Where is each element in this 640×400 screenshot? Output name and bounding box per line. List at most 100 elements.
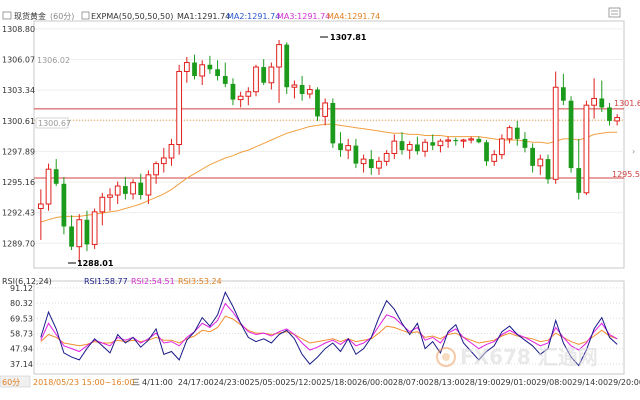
annotations: 1307.81 1288.01 1306.02 1300.67 1301.67 … (35, 33, 640, 268)
candle-body-down (514, 127, 520, 139)
x-tick-label: 4/11:00 (142, 378, 173, 387)
candle-body-down (122, 186, 128, 194)
candle-body-down (568, 100, 574, 169)
candle-body-up (245, 91, 252, 97)
rsi-y-tick-label: 58.73 (10, 330, 33, 339)
candle-body-down (84, 219, 90, 245)
y-tick-label: 1295.16 (2, 178, 35, 187)
ema-line (40, 123, 618, 223)
candle-body-down (230, 83, 236, 100)
indicator-label: EXPMA(50,50,50,50) (91, 12, 173, 21)
candle-body-up (406, 144, 413, 151)
candle-body-up (322, 102, 329, 117)
candle-body-up (383, 152, 390, 162)
candle-body-down (607, 107, 612, 121)
candle-body-down (284, 44, 290, 88)
candle-body-down (484, 142, 489, 162)
price-levels (34, 108, 624, 179)
rsi-lines (40, 291, 618, 367)
ma3-value: MA3:1291.74 (277, 12, 330, 21)
rsi3-value: RSI3:53.24 (178, 277, 222, 286)
candle-body-up (445, 139, 451, 142)
candle-body-up (591, 97, 597, 106)
x-tick-label: 29/20:00 (608, 378, 640, 387)
x-tick-label: 26/00:00 (357, 378, 393, 387)
rsi1-value: RSI1:58.77 (84, 277, 128, 286)
level-right-lower-label: 1295.52 (612, 170, 640, 179)
candle-body-down (330, 102, 336, 144)
footer-bg (0, 376, 640, 400)
period-badge[interactable] (0, 375, 31, 388)
ma1-value: MA1:1291.74 (177, 12, 230, 21)
rsi-y-grid (34, 287, 624, 365)
candle-body-down (338, 143, 343, 151)
candle-body-up (37, 203, 44, 209)
low-label: 1288.01 (77, 259, 114, 268)
candle-body-up (153, 163, 159, 176)
candle-body-down (61, 183, 67, 227)
candle-body-up (45, 168, 52, 205)
level-left2-label: 1300.67 (38, 119, 71, 128)
candle-body-down (53, 169, 59, 184)
candle-body-up (253, 66, 259, 93)
candle-body-up (145, 174, 152, 196)
menu-icon[interactable] (608, 7, 621, 18)
ma4-value: MA4:1291.74 (327, 12, 380, 21)
period-label: (60分) (50, 12, 74, 21)
candle-body-up (114, 185, 121, 196)
candle-body-up (460, 139, 467, 142)
rsi-y-tick-label: 91.12 (10, 284, 33, 293)
candle-body-up (91, 211, 98, 245)
candle-body-up (199, 64, 206, 77)
candle-body-down (414, 144, 420, 152)
candle-body-up (291, 84, 298, 88)
expand-arrow-icon[interactable]: › (632, 147, 635, 156)
candle-body-up (468, 138, 475, 141)
candles (37, 39, 621, 263)
x-tick-label: 25/12:00 (285, 378, 321, 387)
x-tick-label: 24/17:00 (178, 378, 214, 387)
candle-body-up (99, 196, 106, 213)
candle-body-down (530, 147, 536, 166)
level-left-label: 1306.02 (37, 56, 70, 65)
candle-body-down (399, 141, 405, 151)
rsi-panel-frame (33, 280, 625, 375)
candle-body-down (368, 159, 374, 169)
rsi-series-line (40, 315, 618, 347)
rsi-y-tick-label: 69.53 (10, 314, 33, 323)
watermark-logo-core-icon (442, 353, 450, 361)
candle-body-up (130, 182, 136, 195)
y-tick-label: 1308.80 (2, 25, 35, 34)
rsi-y-axis: 91.12 80.32 69.53 58.73 47.94 37.14 (10, 284, 33, 369)
candle-body-down (560, 87, 566, 101)
candle-body-up (107, 194, 113, 198)
candle-body-up (237, 95, 244, 101)
main-y-axis: 1308.80 1306.07 1303.34 1300.61 1297.89 1295.… (2, 25, 35, 248)
candle-body-down (207, 64, 213, 70)
x-tick-label: 24/23:00 (214, 378, 250, 387)
time-axis: 4/11:00 24/17:00 24/23:00 25/05:00 25/12:00 2… (142, 378, 640, 387)
candle-body-up (552, 86, 559, 180)
candle-body-up (506, 127, 513, 140)
window-icon[interactable] (2, 11, 12, 20)
candle-body-down (222, 76, 228, 84)
candle-body-up (276, 44, 282, 68)
candle-body-up (360, 158, 367, 165)
cursor-weekday: 三 (132, 378, 140, 387)
x-tick-label: 28/19:00 (465, 378, 501, 387)
rsi-name: RSI(6,12,24) (2, 277, 52, 286)
rsi-series-line (40, 291, 618, 367)
main-panel-frame (33, 20, 625, 269)
candle-body-up (268, 66, 275, 84)
rsi2-value: RSI2:54.51 (131, 277, 175, 286)
candle-body-down (138, 182, 144, 196)
candle-body-up (76, 219, 83, 248)
level-left-box (36, 55, 66, 65)
candle-body-down (299, 84, 305, 94)
watermark-logo-icon (436, 347, 456, 367)
checkbox-icon[interactable] (81, 11, 90, 20)
candle-body-up (437, 140, 444, 147)
candle-body-up (345, 145, 352, 151)
high-label: 1307.81 (330, 33, 367, 42)
